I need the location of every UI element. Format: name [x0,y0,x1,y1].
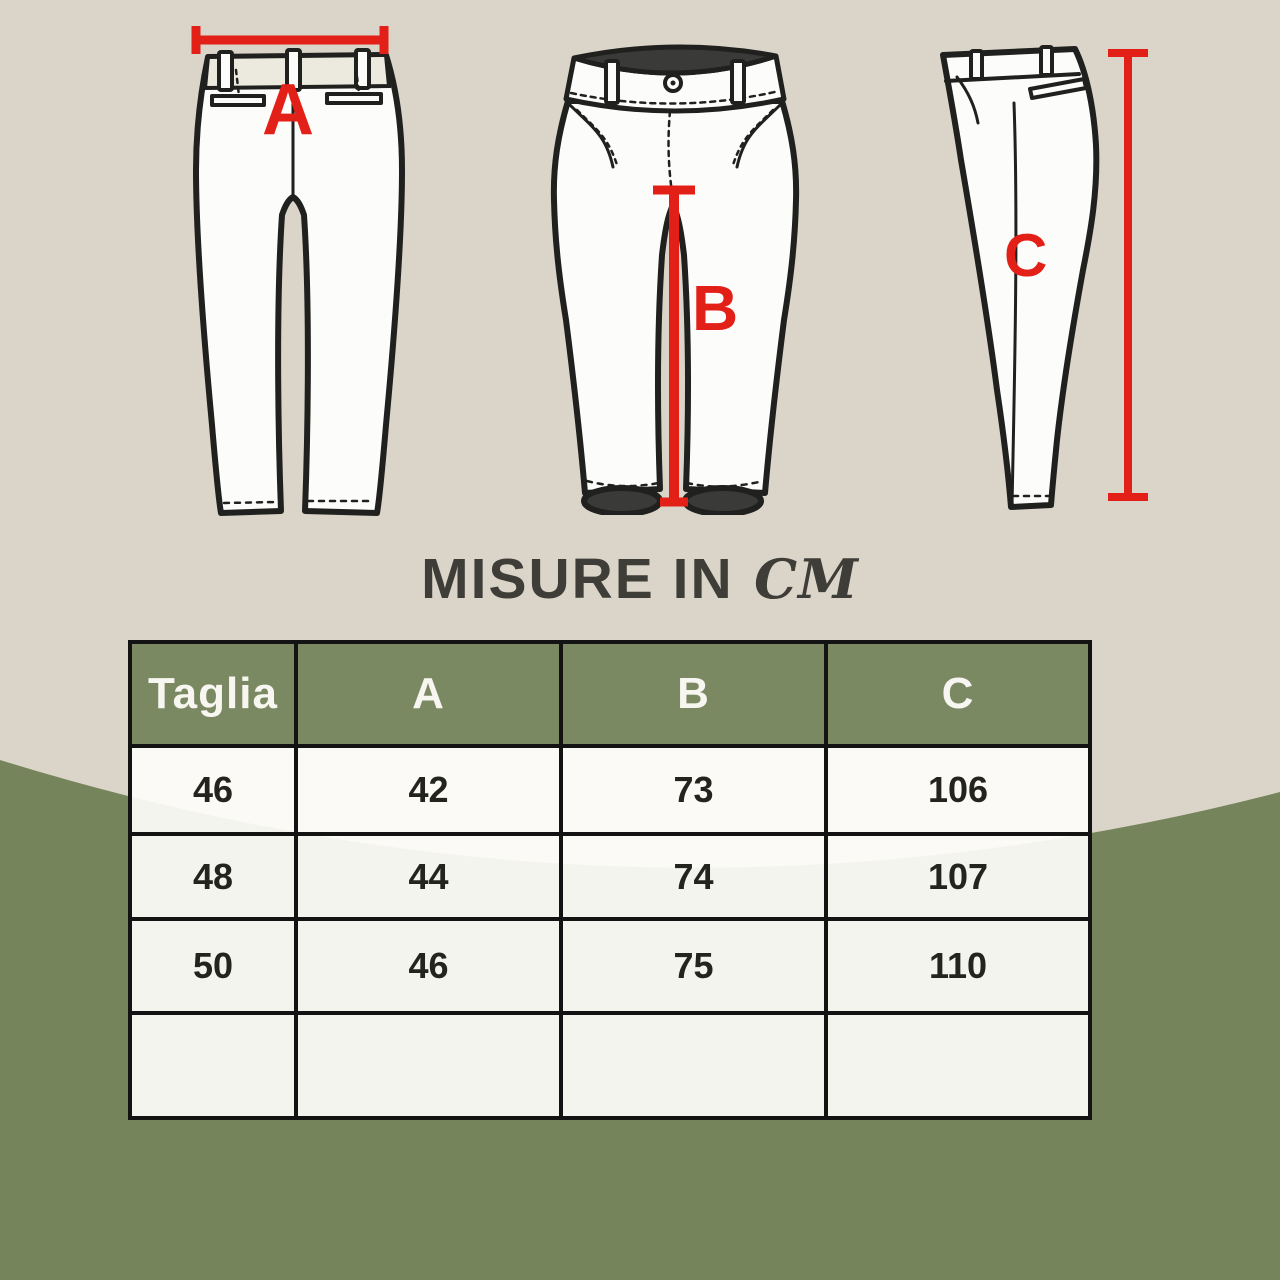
pocket-left [568,103,615,169]
pocket-slash [955,75,980,125]
pants-front-view-illustration [550,44,800,515]
size-cell: 73 [559,744,828,836]
size-cell [559,1011,828,1120]
measure-line-b [653,185,695,507]
size-cell: 74 [559,832,828,921]
pants-back-view-illustration [191,26,405,516]
belt-loop [285,48,302,92]
measure-label-a: A [262,70,314,150]
hem-stitch [222,500,280,505]
size-cell: 42 [294,744,563,836]
measure-label-c: C [1004,222,1048,289]
waistband-side [944,72,1081,83]
pants-front-outline [550,44,800,515]
size-cell: 106 [824,744,1092,836]
waistband-stitch [569,89,781,105]
crease-line [1010,101,1018,507]
measure-line-c [1108,49,1148,501]
size-cell: 46 [294,917,563,1015]
leg-opening-left [581,485,663,515]
belt-loop [604,59,620,105]
size-cell: 44 [294,832,563,921]
size-table-row: 48 44 74 107 [128,832,1092,921]
dart-stitch [354,66,361,96]
size-table-header-a: A [294,640,563,748]
size-table-row: 50 46 75 110 [128,917,1092,1015]
belt-loop [217,50,234,92]
belt-loop [969,49,984,81]
leg-opening-right [682,485,764,515]
back-pocket-left [210,94,266,107]
size-cell [824,1011,1092,1120]
measure-label-b: B [692,272,739,344]
size-cell: 75 [559,917,828,1015]
size-cell [128,1011,298,1120]
size-cell: 46 [128,744,298,836]
pants-side-view-illustration [940,45,1148,510]
belt-loop [730,59,746,105]
back-pocket-side [1028,77,1088,100]
back-pocket-right [325,92,383,105]
pants-side-outline [940,45,1100,510]
title-unit-text: CM [754,547,859,611]
size-table-row-empty [128,1011,1092,1120]
size-cell: 107 [824,832,1092,921]
belt-loop [1039,45,1054,77]
measure-line-a [191,26,389,54]
size-table: Taglia A B C 46 42 73 106 48 44 74 107 5… [128,640,1092,1120]
pants-back-outline [193,48,405,516]
title-text: MISURE IN [421,547,734,611]
size-cell: 48 [128,832,298,921]
size-cell: 110 [824,917,1092,1015]
size-table-header-c: C [824,640,1092,748]
size-cell: 50 [128,917,298,1015]
size-table-header-row: Taglia A B C [128,640,1092,748]
size-table-row: 46 42 73 106 [128,744,1092,836]
size-table-header-taglia: Taglia [128,640,298,748]
belt-loop [354,48,371,90]
dart-stitch [234,68,241,98]
size-cell [294,1011,563,1120]
size-table-header-b: B [559,640,828,748]
page-title: MISURE IN CM [0,546,1280,612]
waistband-inner [573,44,777,76]
pocket-right [735,103,782,169]
button-hole [670,80,676,86]
